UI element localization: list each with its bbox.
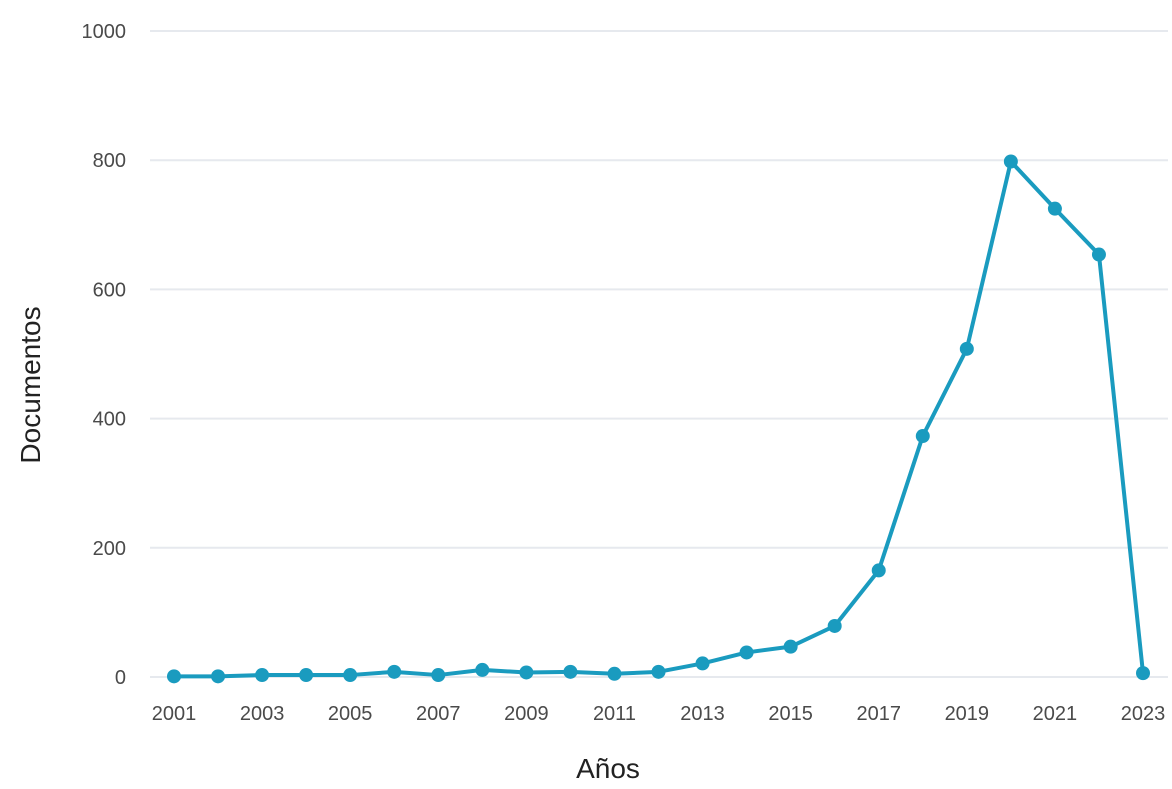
data-point-2017 <box>871 563 886 578</box>
data-point-2012 <box>651 664 666 679</box>
x-tick-label: 2019 <box>945 703 990 725</box>
data-point-2019 <box>959 341 974 356</box>
y-tick-label: 200 <box>93 538 126 560</box>
x-tick-label: 2005 <box>328 703 373 725</box>
x-tick-label: 2021 <box>1033 703 1078 725</box>
x-tick-label: 2011 <box>593 703 636 725</box>
data-point-2002 <box>211 669 226 684</box>
data-point-2021 <box>1047 201 1062 216</box>
y-axis-title: Documentos <box>15 306 46 463</box>
y-tick-label: 1000 <box>82 21 127 43</box>
x-tick-label: 2023 <box>1121 703 1166 725</box>
data-point-2011 <box>607 666 622 681</box>
data-point-2010 <box>563 664 578 679</box>
data-point-2003 <box>255 668 270 683</box>
data-point-2008 <box>475 662 490 677</box>
y-tick-label: 400 <box>93 409 126 431</box>
x-axis-ticks: 2001 2003 2005 2007 2009 2011 2013 2015 2017 2019… <box>152 703 1166 725</box>
data-point-2007 <box>431 668 446 683</box>
data-point-2013 <box>695 656 710 671</box>
data-point-2018 <box>915 429 930 444</box>
data-point-2022 <box>1091 247 1106 262</box>
data-point-2004 <box>299 668 314 683</box>
data-point-2023 <box>1136 666 1150 681</box>
gridlines <box>150 30 1168 678</box>
y-tick-label: 0 <box>115 667 126 689</box>
data-point-2001 <box>167 669 181 684</box>
y-tick-label: 600 <box>93 279 126 301</box>
y-tick-label: 800 <box>93 150 126 172</box>
data-point-2005 <box>343 668 358 683</box>
x-tick-label: 2001 <box>152 703 197 725</box>
data-point-2014 <box>739 645 754 660</box>
x-tick-label: 2017 <box>856 703 901 725</box>
data-point-2006 <box>387 664 402 679</box>
data-point-2016 <box>827 618 842 633</box>
y-axis-ticks: 0 200 400 600 800 1000 <box>82 21 127 689</box>
x-axis-title: Años <box>576 753 640 784</box>
data-point-2009 <box>519 665 534 680</box>
x-tick-label: 2007 <box>416 703 461 725</box>
series-layer <box>167 154 1150 684</box>
x-tick-label: 2015 <box>768 703 813 725</box>
data-point-2015 <box>783 639 798 654</box>
x-tick-label: 2013 <box>680 703 725 725</box>
x-tick-label: 2009 <box>504 703 549 725</box>
data-point-2020 <box>1003 154 1018 169</box>
x-tick-label: 2003 <box>240 703 285 725</box>
